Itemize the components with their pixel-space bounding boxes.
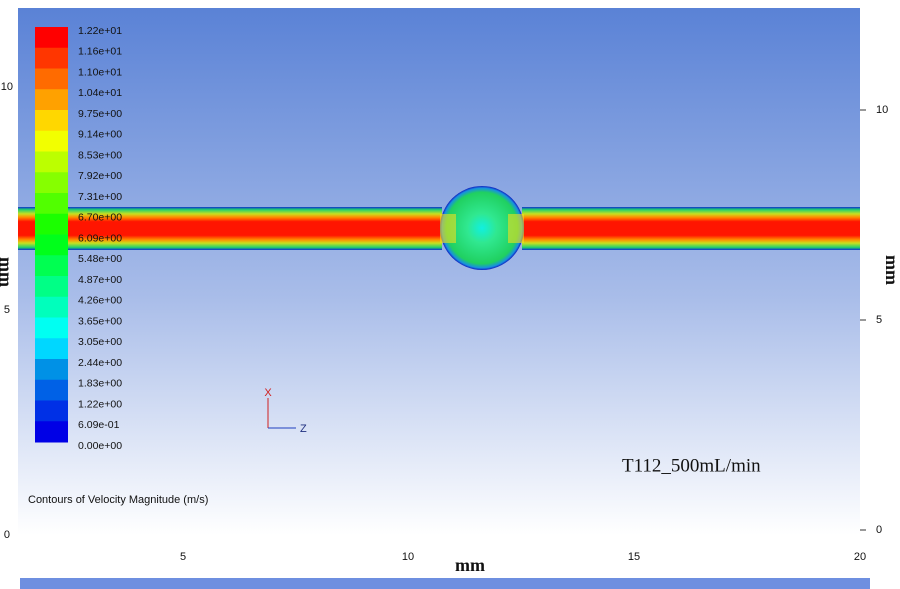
colorbar-label: 1.22e+00 (78, 398, 122, 410)
colorbar-label: 1.22e+01 (78, 25, 122, 37)
colorbar-label: 5.48e+00 (78, 253, 122, 265)
bottom-tick-label: 15 (628, 551, 640, 563)
colorbar-label: 6.70e+00 (78, 212, 122, 224)
colorbar-band (35, 89, 68, 111)
bottom-tick-label: 5 (180, 551, 186, 563)
colorbar-label: 1.10e+01 (78, 66, 122, 78)
colorbar-band (35, 151, 68, 173)
caption: Contours of Velocity Magnitude (m/s) (28, 494, 208, 506)
colorbar-band (35, 193, 68, 215)
viewport (18, 8, 860, 535)
colorbar-band (35, 172, 68, 194)
colorbar-band (35, 110, 68, 132)
colorbar-label: 6.09e+00 (78, 232, 122, 244)
colorbar-band (35, 296, 68, 318)
triad-x: X (264, 387, 272, 399)
colorbar-band (35, 47, 68, 69)
colorbar-label: 3.05e+00 (78, 336, 122, 348)
left-tick-label: 10 (1, 81, 13, 93)
jet-out (508, 214, 524, 243)
colorbar-label: 7.31e+00 (78, 191, 122, 203)
left-axis-label: mm (0, 257, 16, 287)
triad-z: Z (300, 423, 307, 435)
colorbar-label: 9.14e+00 (78, 129, 122, 141)
colorbar-band (35, 68, 68, 90)
colorbar-label: 1.16e+01 (78, 46, 122, 58)
colorbar-band (35, 317, 68, 339)
colorbar-label: 2.44e+00 (78, 357, 122, 369)
jet-in (440, 214, 456, 243)
colorbar-label: 7.92e+00 (78, 170, 122, 182)
left-tick-label: 0 (4, 529, 10, 541)
colorbar-label: 4.26e+00 (78, 295, 122, 307)
colorbar-label: 6.09e-01 (78, 419, 120, 431)
right-tick-label: 5 (876, 314, 882, 326)
colorbar-band (35, 359, 68, 381)
colorbar-label: 1.83e+00 (78, 378, 122, 390)
right-axis-label: mm (882, 255, 900, 285)
right-tick-label: 0 (876, 524, 882, 536)
colorbar-label: 4.87e+00 (78, 274, 122, 286)
chamber (440, 186, 524, 270)
bottom-tick-label: 20 (854, 551, 866, 563)
colorbar-label: 1.04e+01 (78, 87, 122, 99)
colorbar-band (35, 130, 68, 152)
colorbar-band (35, 400, 68, 422)
bottom-axis-label: mm (455, 555, 485, 575)
inlet-pipe (18, 207, 442, 250)
outlet-pipe (522, 207, 860, 250)
colorbar-band (35, 213, 68, 235)
colorbar-label: 9.75e+00 (78, 108, 122, 120)
colorbar-band (35, 255, 68, 277)
colorbar-band (35, 234, 68, 256)
right-tick-label: 10 (876, 104, 888, 116)
status-bar (20, 578, 870, 589)
colorbar-band (35, 379, 68, 401)
left-tick-label: 5 (4, 304, 10, 316)
annotation: T112_500mL/min (622, 455, 761, 476)
colorbar-label: 3.65e+00 (78, 315, 122, 327)
colorbar-label: 8.53e+00 (78, 149, 122, 161)
colorbar-band (35, 338, 68, 360)
colorbar: 1.22e+01 1.16e+01 1.10e+01 1.04e+01 9.75e+00… (35, 25, 122, 452)
colorbar-label: 0.00e+00 (78, 440, 122, 452)
colorbar-band (35, 276, 68, 298)
colorbar-band (35, 421, 68, 443)
bottom-tick-label: 10 (402, 551, 414, 563)
colorbar-band (35, 27, 68, 49)
